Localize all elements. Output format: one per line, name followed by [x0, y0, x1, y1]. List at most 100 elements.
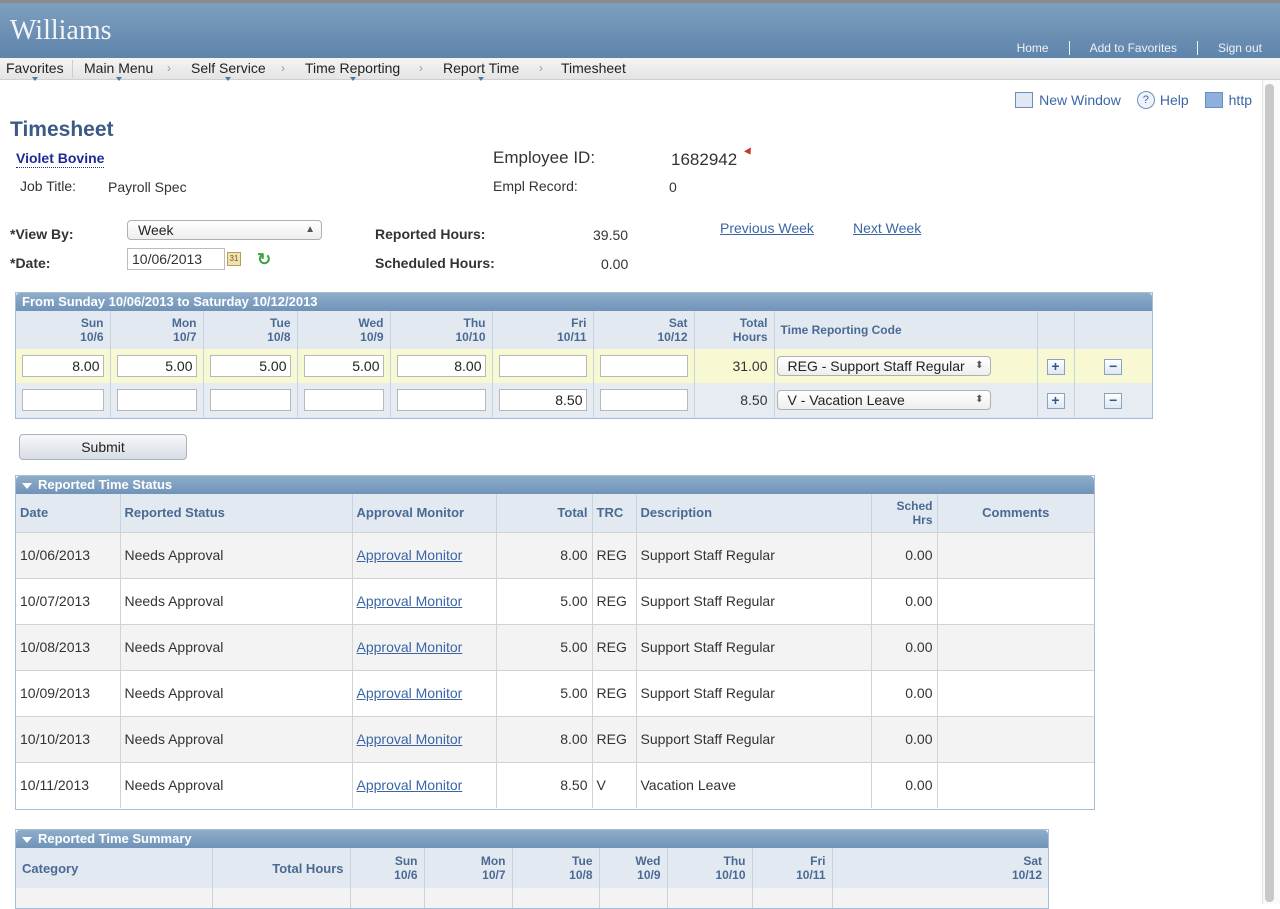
- nav-favorites[interactable]: Favorites: [6, 60, 64, 81]
- hours-label: Hours: [732, 330, 768, 344]
- reported-time-status-header[interactable]: Reported Time Status: [16, 476, 1094, 494]
- sign-out-link[interactable]: Sign out: [1217, 41, 1262, 55]
- cell-trc: REG: [592, 623, 637, 670]
- nav-self-service-label: Self Service: [191, 60, 266, 76]
- day-label: Mon: [480, 854, 506, 868]
- approval-monitor-link[interactable]: Approval Monitor: [356, 593, 463, 609]
- cell-description: Support Staff Regular: [636, 577, 872, 624]
- hours-input-thu[interactable]: [396, 355, 486, 377]
- cell-trc: REG: [592, 669, 637, 716]
- nav-timesheet[interactable]: Timesheet: [561, 60, 626, 76]
- delete-row-button[interactable]: −: [1104, 392, 1123, 409]
- add-row-button[interactable]: +: [1046, 392, 1065, 409]
- hours-input-wed[interactable]: [303, 355, 384, 377]
- hours-input-thu[interactable]: [396, 389, 486, 411]
- approval-monitor-link[interactable]: Approval Monitor: [356, 777, 463, 794]
- trc-select[interactable]: V - Vacation Leave ⬍: [776, 390, 991, 410]
- summary-header-row: Category Total Hours Sun 10/6 Mon 10/7 Tue…: [16, 848, 1048, 888]
- hours-input-sun[interactable]: [22, 355, 104, 377]
- nav-bar: Favorites Main Menu › Self Service › Tim…: [0, 58, 1280, 81]
- cell-total: 8.00: [496, 531, 593, 578]
- divider: [1196, 41, 1198, 55]
- col-add: [1037, 311, 1075, 349]
- banner: Williams Home Add to Favorites Sign out: [0, 0, 1280, 58]
- trc-select[interactable]: REG - Support Staff Regular ⬍: [776, 356, 991, 376]
- hours-input-mon[interactable]: [116, 389, 197, 411]
- new-window-link[interactable]: New Window: [1015, 92, 1121, 108]
- cell-sched-hrs: 0.00: [871, 669, 938, 716]
- sched-label: Sched: [896, 498, 933, 513]
- hours-input-sat[interactable]: [599, 389, 688, 411]
- approval-monitor-link[interactable]: Approval Monitor: [356, 547, 463, 563]
- date-label: 10/7: [482, 868, 506, 882]
- col-mon: Mon 10/7: [424, 848, 513, 888]
- previous-week-link[interactable]: Previous Week: [720, 220, 814, 236]
- day-label: Wed: [635, 854, 661, 868]
- day-label: Thu: [723, 854, 746, 868]
- cell-description: Vacation Leave: [636, 761, 872, 808]
- http-link[interactable]: http: [1204, 92, 1252, 108]
- col-reported-status: Reported Status: [120, 494, 353, 532]
- scrollbar-thumb[interactable]: [1265, 84, 1274, 902]
- date-label: 10/6: [80, 330, 104, 344]
- col-sun: Sun 10/6: [16, 311, 111, 349]
- empl-record-label: Empl Record:: [493, 178, 578, 194]
- next-week-link[interactable]: Next Week: [853, 220, 922, 236]
- hours-input-sat[interactable]: [599, 355, 688, 377]
- cell-status: Needs Approval: [120, 623, 353, 670]
- col-total-hours: Total Hours: [212, 848, 351, 888]
- section-title: Reported Time Status: [38, 477, 173, 492]
- hours-input-wed[interactable]: [303, 389, 384, 411]
- nav-main-menu[interactable]: Main Menu: [84, 60, 153, 81]
- cell-date: 10/09/2013: [16, 669, 121, 716]
- add-to-favorites-link[interactable]: Add to Favorites: [1089, 41, 1177, 55]
- reported-time-summary-header[interactable]: Reported Time Summary: [16, 830, 1048, 848]
- timesheet-grid: From Sunday 10/06/2013 to Saturday 10/12…: [15, 292, 1153, 419]
- date-label: *Date:: [10, 255, 51, 271]
- nav-self-service[interactable]: Self Service: [191, 60, 266, 81]
- timesheet-row: 8.50 V - Vacation Leave ⬍ + −: [16, 383, 1152, 417]
- cell-status: Needs Approval: [120, 577, 353, 624]
- dropdown-icon: [225, 77, 232, 81]
- nav-report-time[interactable]: Report Time: [443, 60, 519, 81]
- home-link[interactable]: Home: [1016, 41, 1049, 55]
- approval-monitor-link[interactable]: Approval Monitor: [356, 731, 463, 747]
- empl-record-value: 0: [669, 179, 677, 195]
- delete-row-button[interactable]: −: [1104, 358, 1123, 375]
- cell-status: Needs Approval: [120, 531, 353, 578]
- http-icon: [1204, 92, 1223, 108]
- cell-comments: [937, 761, 1094, 808]
- collapse-icon: [22, 836, 32, 843]
- hours-input-fri[interactable]: [498, 389, 587, 411]
- help-link[interactable]: ? Help: [1136, 91, 1189, 109]
- hours-input-tue[interactable]: [209, 355, 291, 377]
- approval-monitor-link[interactable]: Approval Monitor: [356, 639, 463, 655]
- trc-value: REG - Support Staff Regular: [787, 358, 965, 374]
- submit-button[interactable]: Submit: [19, 434, 187, 460]
- hours-input-sun[interactable]: [22, 389, 104, 411]
- cell-comments: [937, 531, 1094, 578]
- employee-name-link[interactable]: Violet Bovine: [16, 150, 105, 168]
- hours-input-fri[interactable]: [498, 355, 587, 377]
- calendar-icon[interactable]: 31: [227, 252, 241, 266]
- col-wed: Wed 10/9: [297, 311, 391, 349]
- date-label: 10/11: [557, 330, 587, 344]
- hours-input-tue[interactable]: [209, 389, 291, 411]
- add-row-button[interactable]: +: [1046, 358, 1065, 375]
- divider: [1068, 41, 1070, 55]
- reported-hours-label: Reported Hours:: [375, 226, 486, 242]
- hours-input-mon[interactable]: [116, 355, 197, 377]
- dropdown-icon: [349, 77, 356, 81]
- date-label: 10/12: [657, 330, 688, 344]
- chevron-right-icon: ›: [419, 61, 423, 75]
- cell-sched-hrs: 0.00: [871, 531, 938, 578]
- approval-monitor-link[interactable]: Approval Monitor: [356, 685, 463, 701]
- date-input[interactable]: 10/06/2013: [127, 248, 225, 270]
- nav-time-reporting[interactable]: Time Reporting: [305, 60, 400, 81]
- view-by-select[interactable]: Week ▲: [127, 220, 322, 240]
- cell-status: Needs Approval: [120, 761, 353, 808]
- col-fri: Fri 10/11: [752, 848, 833, 888]
- refresh-icon[interactable]: ↻: [257, 250, 272, 269]
- timesheet-row: 31.00 REG - Support Staff Regular ⬍ + −: [16, 349, 1152, 383]
- col-description: Description: [636, 494, 872, 532]
